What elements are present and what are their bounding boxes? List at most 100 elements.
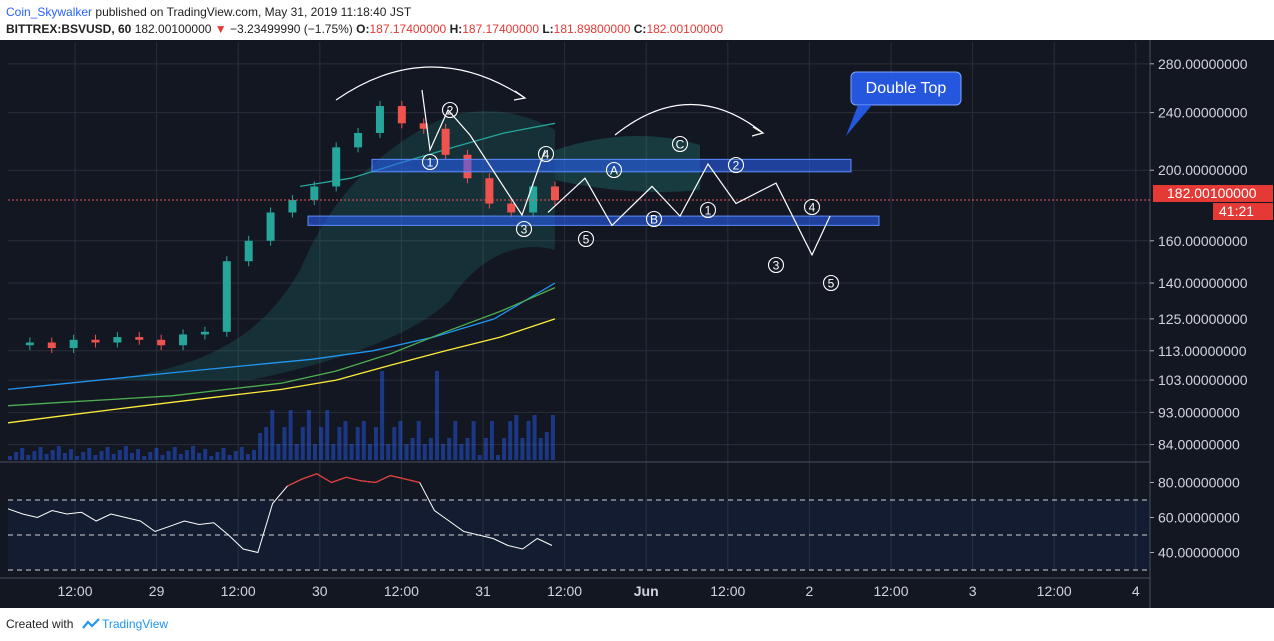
wave-label-circle — [727, 156, 745, 174]
volume-bar — [386, 444, 391, 460]
candle-body — [47, 342, 56, 348]
volume-bar — [282, 427, 287, 460]
wave-label: 3 — [773, 259, 780, 273]
wave-label: 4 — [543, 148, 550, 162]
volume-bar — [50, 450, 55, 460]
chart-background — [0, 40, 1274, 608]
wave-label: A — [610, 164, 618, 178]
wave-label: 5 — [583, 233, 590, 247]
volume-bar — [404, 444, 409, 460]
volume-bar — [38, 447, 43, 460]
volume-bar — [276, 444, 281, 460]
callout-box — [850, 71, 962, 106]
author-link[interactable]: Coin_Skywalker — [6, 5, 93, 19]
volume-bar — [422, 444, 427, 460]
wave-label-circle — [803, 198, 821, 216]
candle-body — [419, 123, 428, 129]
price-tick-label: 113.00000000 — [1158, 343, 1247, 359]
candle-body — [222, 261, 231, 332]
wave-label-circle — [441, 101, 459, 119]
price-tick-label: 125.00000000 — [1158, 311, 1248, 327]
close-value: 182.00100000 — [646, 22, 724, 36]
arc-second-top — [614, 103, 764, 136]
volume-bar — [288, 410, 293, 460]
wave-label-circle — [822, 274, 840, 292]
wave-label: 2 — [733, 159, 740, 173]
wave-label-circle — [515, 220, 533, 238]
price-axis[interactable]: 280.00000000 240.00000000 200.00000000 160.… — [1150, 56, 1248, 561]
price-tags: 182.00100000 41:21 — [1153, 185, 1273, 220]
volume-bar — [453, 421, 458, 460]
candle-body — [441, 128, 450, 155]
volume-bar — [184, 450, 189, 460]
rsi-tick-label: 40.00000000 — [1158, 545, 1240, 561]
time-tick-label: 4 — [1132, 583, 1140, 599]
double-top-arcs — [335, 66, 765, 137]
time-tick-label: 12:00 — [710, 583, 745, 599]
candle-body — [310, 186, 319, 201]
rsi-overbought-line — [287, 473, 420, 487]
volume-bar — [252, 450, 256, 460]
volume-bar — [514, 415, 519, 460]
time-tick-label: 12:00 — [384, 583, 419, 599]
time-tick-label: 12:00 — [873, 583, 908, 599]
time-axis[interactable]: 12:00 29 12:00 30 12:00 31 12:00 Jun 12:00 2 12:00… — [57, 583, 1139, 599]
volume-bar — [136, 449, 141, 460]
volume-bar — [264, 427, 269, 460]
price-tick-label: 140.00000000 — [1158, 275, 1248, 291]
ma-blue-line — [7, 282, 556, 391]
wave-label: 3 — [521, 223, 528, 237]
candle-body — [507, 203, 516, 213]
volume-bar — [300, 427, 305, 460]
volume-bar — [532, 415, 537, 460]
volume-bars — [8, 371, 555, 460]
wave-label-circle — [537, 145, 555, 163]
volume-bar — [44, 454, 49, 460]
time-tick-label: 2 — [806, 583, 814, 599]
candle-body — [179, 334, 188, 346]
candle-body — [91, 339, 100, 343]
volume-bar — [550, 415, 555, 460]
volume-bar — [471, 421, 476, 460]
volume-bar — [111, 454, 116, 460]
volume-bar — [325, 410, 330, 460]
candle-body — [288, 200, 297, 213]
volume-bar — [477, 455, 482, 460]
volume-bar — [343, 421, 348, 460]
wave-label: 1 — [705, 204, 712, 218]
volume-bar — [117, 450, 122, 460]
callout-text: Double Top — [866, 80, 947, 97]
rsi-line — [7, 473, 553, 554]
volume-bar — [239, 447, 244, 460]
ma-yellow-line — [7, 318, 556, 424]
wave-label-circle — [605, 161, 623, 179]
wave-label-circle — [699, 201, 717, 219]
projection-line — [547, 162, 831, 257]
time-tick-label: Jun — [634, 583, 659, 599]
zone-box[interactable] — [307, 215, 880, 226]
volume-bar — [14, 452, 19, 460]
candle-body — [375, 106, 384, 133]
volume-bar — [306, 410, 311, 460]
time-tick-label: 12:00 — [57, 583, 92, 599]
volume-bar — [349, 444, 354, 460]
price-tick-label: 103.00000000 — [1158, 372, 1248, 388]
price-tick-label: 200.00000000 — [1158, 162, 1248, 178]
candlesticks — [8, 101, 1150, 353]
double-top-callout[interactable]: Double Top — [846, 71, 962, 136]
low-label: L: — [542, 22, 554, 36]
volume-bar — [221, 448, 226, 460]
candle-body — [135, 337, 144, 340]
volume-bar — [331, 444, 336, 460]
candle-body — [113, 337, 122, 343]
tradingview-link[interactable]: TradingView — [102, 617, 169, 631]
volume-bar — [459, 444, 464, 460]
time-tick-label: 12:00 — [1037, 583, 1072, 599]
wave-label: C — [676, 138, 685, 152]
candle-body — [354, 132, 363, 148]
price-tick-label: 160.00000000 — [1158, 233, 1248, 249]
moving-averages — [7, 122, 556, 424]
candle-body — [332, 147, 341, 187]
volume-bar — [32, 451, 37, 460]
